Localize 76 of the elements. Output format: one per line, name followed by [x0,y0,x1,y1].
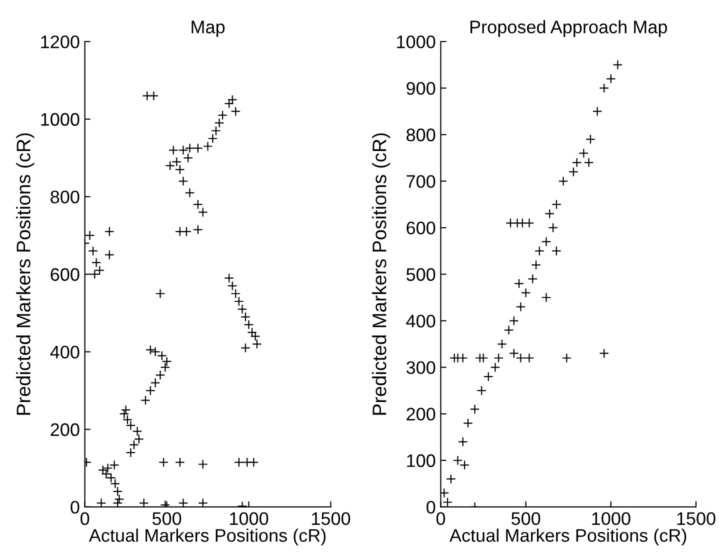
y-axis-title: Predicted Markers Positions (cR) [16,133,34,415]
point [599,348,610,358]
y-tick-label: 600 [406,222,436,234]
x-tick-label: 0 [80,512,90,526]
point [470,404,480,414]
point [544,208,555,219]
point [586,134,596,144]
point [562,353,572,363]
x-axis-title: Actual Markers Positions (cR) [450,528,686,546]
y-axis-title: Predicted Markers Positions (cR) [372,133,390,415]
y-tick-label: 200 [50,423,80,436]
x-tick-label: 1500 [677,512,716,526]
point [463,418,473,428]
y-tick-label: 1200 [41,35,80,48]
chart-title: Map [192,20,225,37]
y-tick-label: 0 [70,500,80,514]
point [531,260,541,270]
point [483,372,494,382]
point [516,353,526,363]
point [460,460,470,470]
chart-title: Proposed Approach Map [470,20,667,37]
point [506,218,516,228]
x-tick-label: 500 [152,512,182,526]
y-tick-label: 800 [406,128,436,142]
y-tick-label: 0 [426,500,436,514]
y-tick-label: 100 [407,454,436,468]
point [541,292,552,302]
x-tick-label: 1500 [312,512,350,526]
y-tick-label: 800 [50,190,80,204]
y-tick-label: 1000 [397,35,436,48]
x-tick-label: 500 [511,512,540,526]
y-tick-label: 1000 [41,113,80,126]
y-tick-label: 900 [406,82,436,95]
point [599,83,610,94]
point [552,199,562,210]
point [520,288,531,298]
point [446,474,456,484]
point [568,166,578,177]
point [548,222,558,233]
point [476,386,487,396]
point [578,148,589,158]
point [558,176,568,186]
point [494,353,504,363]
point [490,362,500,372]
y-tick-label: 200 [406,408,436,421]
point [584,158,594,168]
point [534,246,544,256]
point [572,158,582,168]
point [552,246,562,256]
point [606,74,616,84]
point [452,455,463,466]
point [524,218,534,228]
y-tick-label: 400 [406,314,436,328]
x-axis-title: Actual Markers Positions (cR) [88,528,326,546]
y-tick-label: 600 [50,268,80,281]
point [458,436,468,447]
point [497,339,507,349]
x-tick-label: 1000 [230,512,268,526]
point [504,325,514,336]
point [528,274,538,284]
y-tick-label: 500 [406,268,436,281]
point [508,348,519,358]
point [592,106,602,116]
point [516,302,526,312]
point [524,353,534,363]
y-tick-label: 300 [406,361,436,374]
y-tick-label: 400 [50,346,80,359]
point [541,236,552,247]
point [440,488,450,498]
point [612,60,623,70]
x-tick-label: 0 [436,512,446,526]
y-tick-label: 700 [406,175,436,188]
point [517,218,528,228]
point [508,316,519,326]
x-tick-label: 1000 [592,512,630,526]
point [514,278,524,288]
